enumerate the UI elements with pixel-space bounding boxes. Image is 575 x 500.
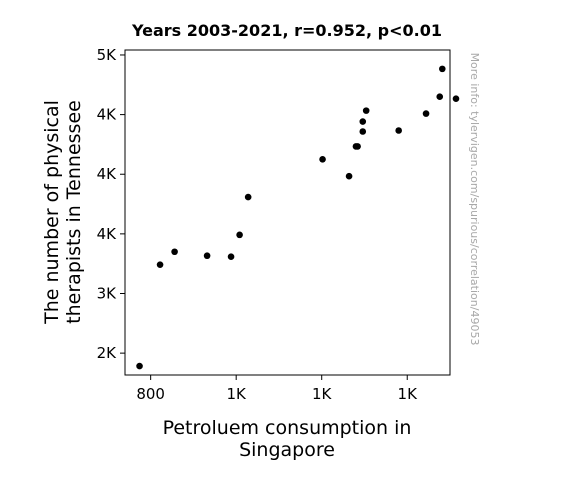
data-point-6 xyxy=(236,231,243,239)
x-axis-ticks: 800 1K 1K 1K xyxy=(136,375,418,403)
data-point-18 xyxy=(439,65,446,73)
data-point-13 xyxy=(359,118,367,125)
data-point-12 xyxy=(359,128,367,135)
y-axis-label-line-2: therapists in Tennessee xyxy=(63,100,85,324)
y-tick-label-4: 4K xyxy=(97,165,118,183)
y-tick-label-1: 2K xyxy=(97,344,118,362)
data-point-5 xyxy=(227,253,235,261)
y-axis-ticks: 2K 3K 4K 4K 4K 5K xyxy=(97,46,125,362)
x-tick-label-1: 800 xyxy=(136,385,165,403)
data-point-14 xyxy=(362,107,370,114)
x-axis-label-line-2: Singapore xyxy=(239,439,335,461)
y-tick-label-6: 5K xyxy=(97,46,118,64)
data-points xyxy=(136,65,460,370)
x-axis-label-line-1: Petroluem consumption in xyxy=(163,417,412,439)
x-tick-label-2: 1K xyxy=(226,385,247,403)
y-axis-label: The number of physical therapists in Ten… xyxy=(41,100,85,325)
data-point-15 xyxy=(395,127,402,134)
chart-title: Years 2003-2021, r=0.952, p<0.01 xyxy=(131,21,442,40)
y-tick-label-3: 4K xyxy=(97,225,118,243)
data-point-8 xyxy=(319,156,326,163)
data-point-11 xyxy=(354,143,361,150)
y-axis-label-line-1: The number of physical xyxy=(41,100,63,325)
side-note: More info: tylervigen.com/spurious/corre… xyxy=(468,53,481,346)
y-tick-label-5: 4K xyxy=(97,106,118,124)
data-point-16 xyxy=(422,110,430,117)
data-point-19 xyxy=(452,95,460,103)
data-point-3 xyxy=(171,248,178,256)
x-tick-label-4: 1K xyxy=(398,385,419,403)
data-point-1 xyxy=(136,362,143,370)
y-tick-label-2: 3K xyxy=(97,285,118,303)
x-tick-label-3: 1K xyxy=(312,385,333,403)
data-point-2 xyxy=(156,261,164,268)
source-note: More info: tylervigen.com/spurious/corre… xyxy=(468,53,481,346)
data-point-17 xyxy=(436,93,444,101)
data-point-7 xyxy=(244,193,252,201)
data-point-4 xyxy=(203,252,211,260)
data-point-9 xyxy=(345,172,353,180)
plot-area xyxy=(124,49,451,376)
